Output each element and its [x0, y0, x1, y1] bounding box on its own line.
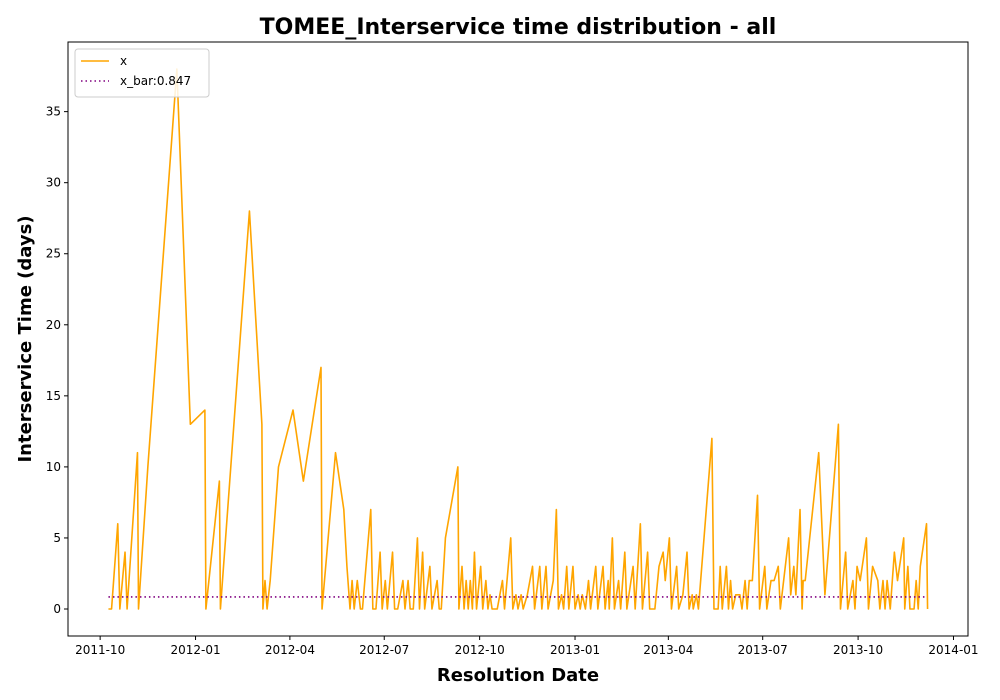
y-tick-label: 25 — [46, 247, 61, 261]
y-tick-label: 5 — [53, 531, 61, 545]
x-tick-label: 2014-01 — [928, 643, 978, 657]
y-tick-label: 35 — [46, 105, 61, 119]
y-tick-label: 20 — [46, 318, 61, 332]
y-axis-label: Interservice Time (days) — [15, 215, 36, 462]
y-tick-label: 10 — [46, 460, 61, 474]
x-tick-label: 2012-10 — [455, 643, 505, 657]
chart-title: TOMEE_Interservice time distribution - a… — [260, 15, 777, 40]
x-axis-label: Resolution Date — [437, 665, 599, 686]
x-tick-label: 2012-01 — [170, 643, 220, 657]
x-tick-label: 2011-10 — [75, 643, 125, 657]
x-tick-label: 2013-07 — [738, 643, 788, 657]
x-tick-label: 2012-04 — [265, 643, 315, 657]
x-tick-label: 2013-01 — [550, 643, 600, 657]
legend-box — [74, 48, 210, 98]
x-tick-label: 2013-10 — [833, 643, 883, 657]
plot-frame — [67, 41, 969, 637]
y-tick-label: 0 — [53, 602, 61, 616]
y-tick-label: 15 — [46, 389, 61, 403]
x-tick-label: 2012-07 — [359, 643, 409, 657]
legend-label: x_bar:0.847 — [120, 74, 191, 88]
line-series — [108, 68, 929, 610]
x-tick-label: 2013-04 — [643, 643, 693, 657]
legend-label: x — [120, 54, 127, 68]
y-tick-label: 30 — [46, 176, 61, 190]
